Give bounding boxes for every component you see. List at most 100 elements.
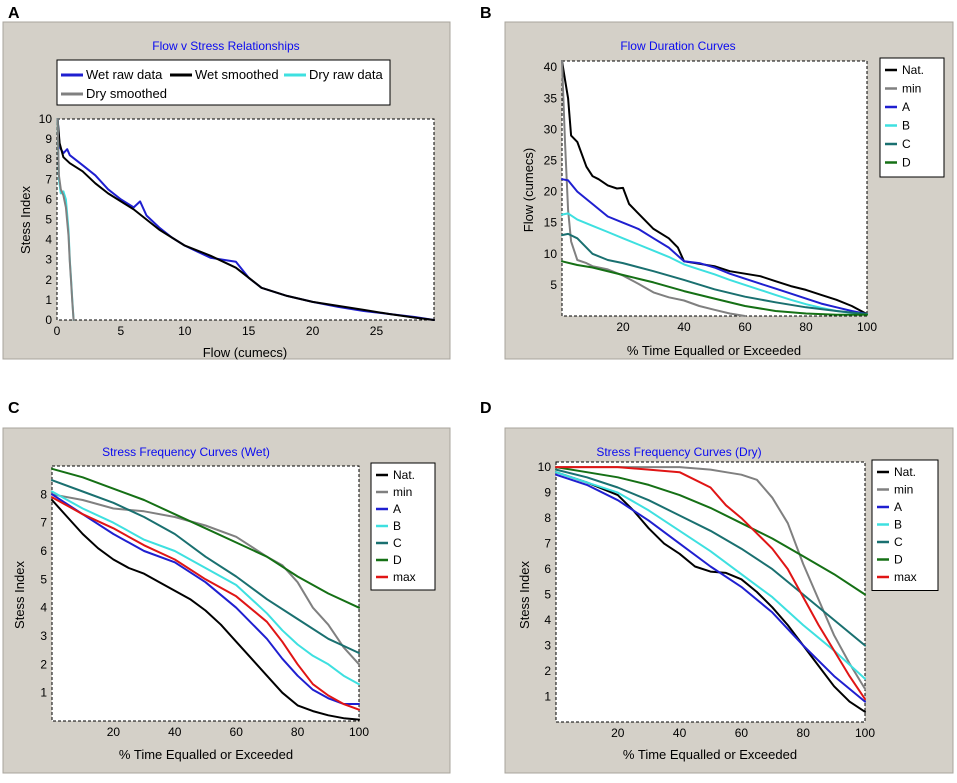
- chart-c-series-a: [51, 493, 360, 705]
- chart-b-ytick-label: 5: [550, 278, 557, 292]
- legend-c-item-a: A: [393, 502, 401, 516]
- chart-d-ytick-label: 10: [538, 460, 552, 474]
- panel-a-label: A: [8, 5, 20, 22]
- legend-d-item-b: B: [894, 518, 902, 532]
- legend-a-item-dry-smoothed: Dry smoothed: [86, 86, 167, 101]
- chart-a-ytick-label: 10: [39, 112, 53, 126]
- chart-c-xtick-label: 80: [291, 725, 305, 739]
- chart-d-xtick-label: 80: [797, 726, 811, 740]
- legend-c-item-d: D: [393, 553, 402, 567]
- plot-a-area: [56, 118, 435, 321]
- chart-d-title: Stress Frequency Curves (Dry): [596, 445, 761, 459]
- legend-b-item-a: A: [902, 100, 910, 114]
- chart-a-ytick-label: 4: [45, 233, 52, 247]
- chart-c-ytick-label: 8: [40, 487, 47, 501]
- chart-d-ytick-label: 2: [544, 664, 551, 678]
- chart-c-series-c: [51, 479, 360, 654]
- panel-d: D Stress Frequency Curves (Dry) 20 40 60 80…: [480, 400, 954, 774]
- legend-c-item-c: C: [393, 536, 402, 550]
- chart-c-ytick-label: 1: [40, 686, 47, 700]
- plot-d-area: [555, 461, 866, 723]
- legend-a-item-wet-smoothed: Wet smoothed: [195, 67, 279, 82]
- chart-d-ytick-label: 4: [544, 613, 551, 627]
- chart-b-xtick-label: 40: [677, 320, 691, 334]
- plot-a-ticks: 0 5 10 15 20 25 0 1 2 3 4 5 6 7 8 9 10: [39, 112, 384, 338]
- panel-a: A Flow v Stress Relationships 0 5 10 15 20 25…: [2, 5, 451, 360]
- chart-c-series-min: [51, 493, 360, 666]
- chart-d-ytick-label: 3: [544, 639, 551, 653]
- legend-b-item-c: C: [902, 137, 911, 151]
- chart-a-series-wet-smoothed: [56, 118, 435, 321]
- legend-d-item-max: max: [894, 570, 917, 584]
- chart-b-series-c: [561, 232, 868, 316]
- chart-b-xtick-label: 100: [857, 320, 877, 334]
- chart-d-xtick-label: 100: [855, 726, 875, 740]
- chart-d-series-d: [555, 466, 866, 596]
- chart-b-xtick-label: 80: [799, 320, 813, 334]
- chart-a-series-dry-smoothed: [56, 118, 75, 321]
- chart-a-xtick-label: 20: [306, 324, 320, 338]
- legend-a: Wet raw data Wet smoothed Dry raw data D…: [56, 59, 391, 106]
- chart-d-xtick-label: 60: [735, 726, 749, 740]
- chart-a-ytick-label: 6: [45, 192, 52, 206]
- chart-c-xtick-label: 20: [107, 725, 121, 739]
- chart-a-title: Flow v Stress Relationships: [152, 39, 299, 53]
- plot-a-series: [56, 118, 435, 321]
- chart-a-xtick-label: 5: [118, 324, 125, 338]
- chart-c-ylabel: Stess Index: [12, 561, 27, 629]
- chart-b-title: Flow Duration Curves: [620, 39, 735, 53]
- chart-d-xtick-label: 40: [673, 726, 687, 740]
- legend-c-item-b: B: [393, 519, 401, 533]
- plot-b-area: [561, 60, 868, 317]
- chart-d-ytick-label: 9: [544, 486, 551, 500]
- chart-b-ytick-label: 40: [544, 60, 558, 74]
- legend-c-item-min: min: [393, 485, 412, 499]
- chart-c-xtick-label: 40: [168, 725, 182, 739]
- chart-c-xlabel: % Time Equalled or Exceeded: [119, 747, 293, 762]
- chart-c-title: Stress Frequency Curves (Wet): [102, 445, 270, 459]
- chart-c-series-d: [51, 467, 360, 609]
- chart-a-ylabel: Stess Index: [18, 186, 33, 254]
- chart-b-series-a: [561, 178, 868, 316]
- chart-a-xtick-label: 10: [178, 324, 192, 338]
- chart-b-series-b: [561, 212, 868, 316]
- chart-b-series-nat: [561, 60, 868, 316]
- chart-d-ytick-label: 1: [544, 690, 551, 704]
- legend-a-item-dry-raw: Dry raw data: [309, 67, 383, 82]
- chart-c-ytick-label: 6: [40, 544, 47, 558]
- panel-b-label: B: [480, 5, 492, 22]
- chart-c-series-b: [51, 490, 360, 686]
- chart-c-series-max: [51, 496, 360, 711]
- chart-d-series-min: [555, 466, 866, 690]
- chart-a-xtick-label: 0: [54, 324, 61, 338]
- plot-b-series: [561, 60, 868, 317]
- chart-c-ytick-label: 4: [40, 601, 47, 615]
- chart-d-xtick-label: 20: [611, 726, 625, 740]
- chart-b-ylabel: Flow (cumecs): [521, 148, 536, 233]
- chart-a-ytick-label: 7: [45, 172, 52, 186]
- chart-a-ytick-label: 1: [45, 293, 52, 307]
- panel-b: B Flow Duration Curves 20 40 60 80 100510152…: [480, 5, 954, 360]
- legend-d-item-d: D: [894, 553, 903, 567]
- chart-a-ytick-label: 8: [45, 152, 52, 166]
- chart-d-ytick-label: 5: [544, 588, 551, 602]
- plot-c-series: [51, 467, 360, 721]
- plot-d-series: [555, 466, 866, 713]
- chart-b-ytick-label: 20: [544, 185, 558, 199]
- chart-a-ytick-label: 5: [45, 213, 52, 227]
- legend-b-item-b: B: [902, 119, 910, 133]
- chart-d-ytick-label: 6: [544, 562, 551, 576]
- legend-c-item-max: max: [393, 570, 416, 584]
- chart-c-ytick-label: 3: [40, 629, 47, 643]
- chart-c-series-nat: [51, 499, 360, 721]
- panel-c-label: C: [8, 400, 20, 417]
- chart-b-xlabel: % Time Equalled or Exceeded: [627, 343, 801, 358]
- chart-a-ytick-label: 9: [45, 132, 52, 146]
- chart-b-ytick-label: 10: [544, 247, 558, 261]
- chart-b-xtick-label: 60: [738, 320, 752, 334]
- panel-d-label: D: [480, 400, 492, 417]
- chart-d-series-c: [555, 468, 866, 647]
